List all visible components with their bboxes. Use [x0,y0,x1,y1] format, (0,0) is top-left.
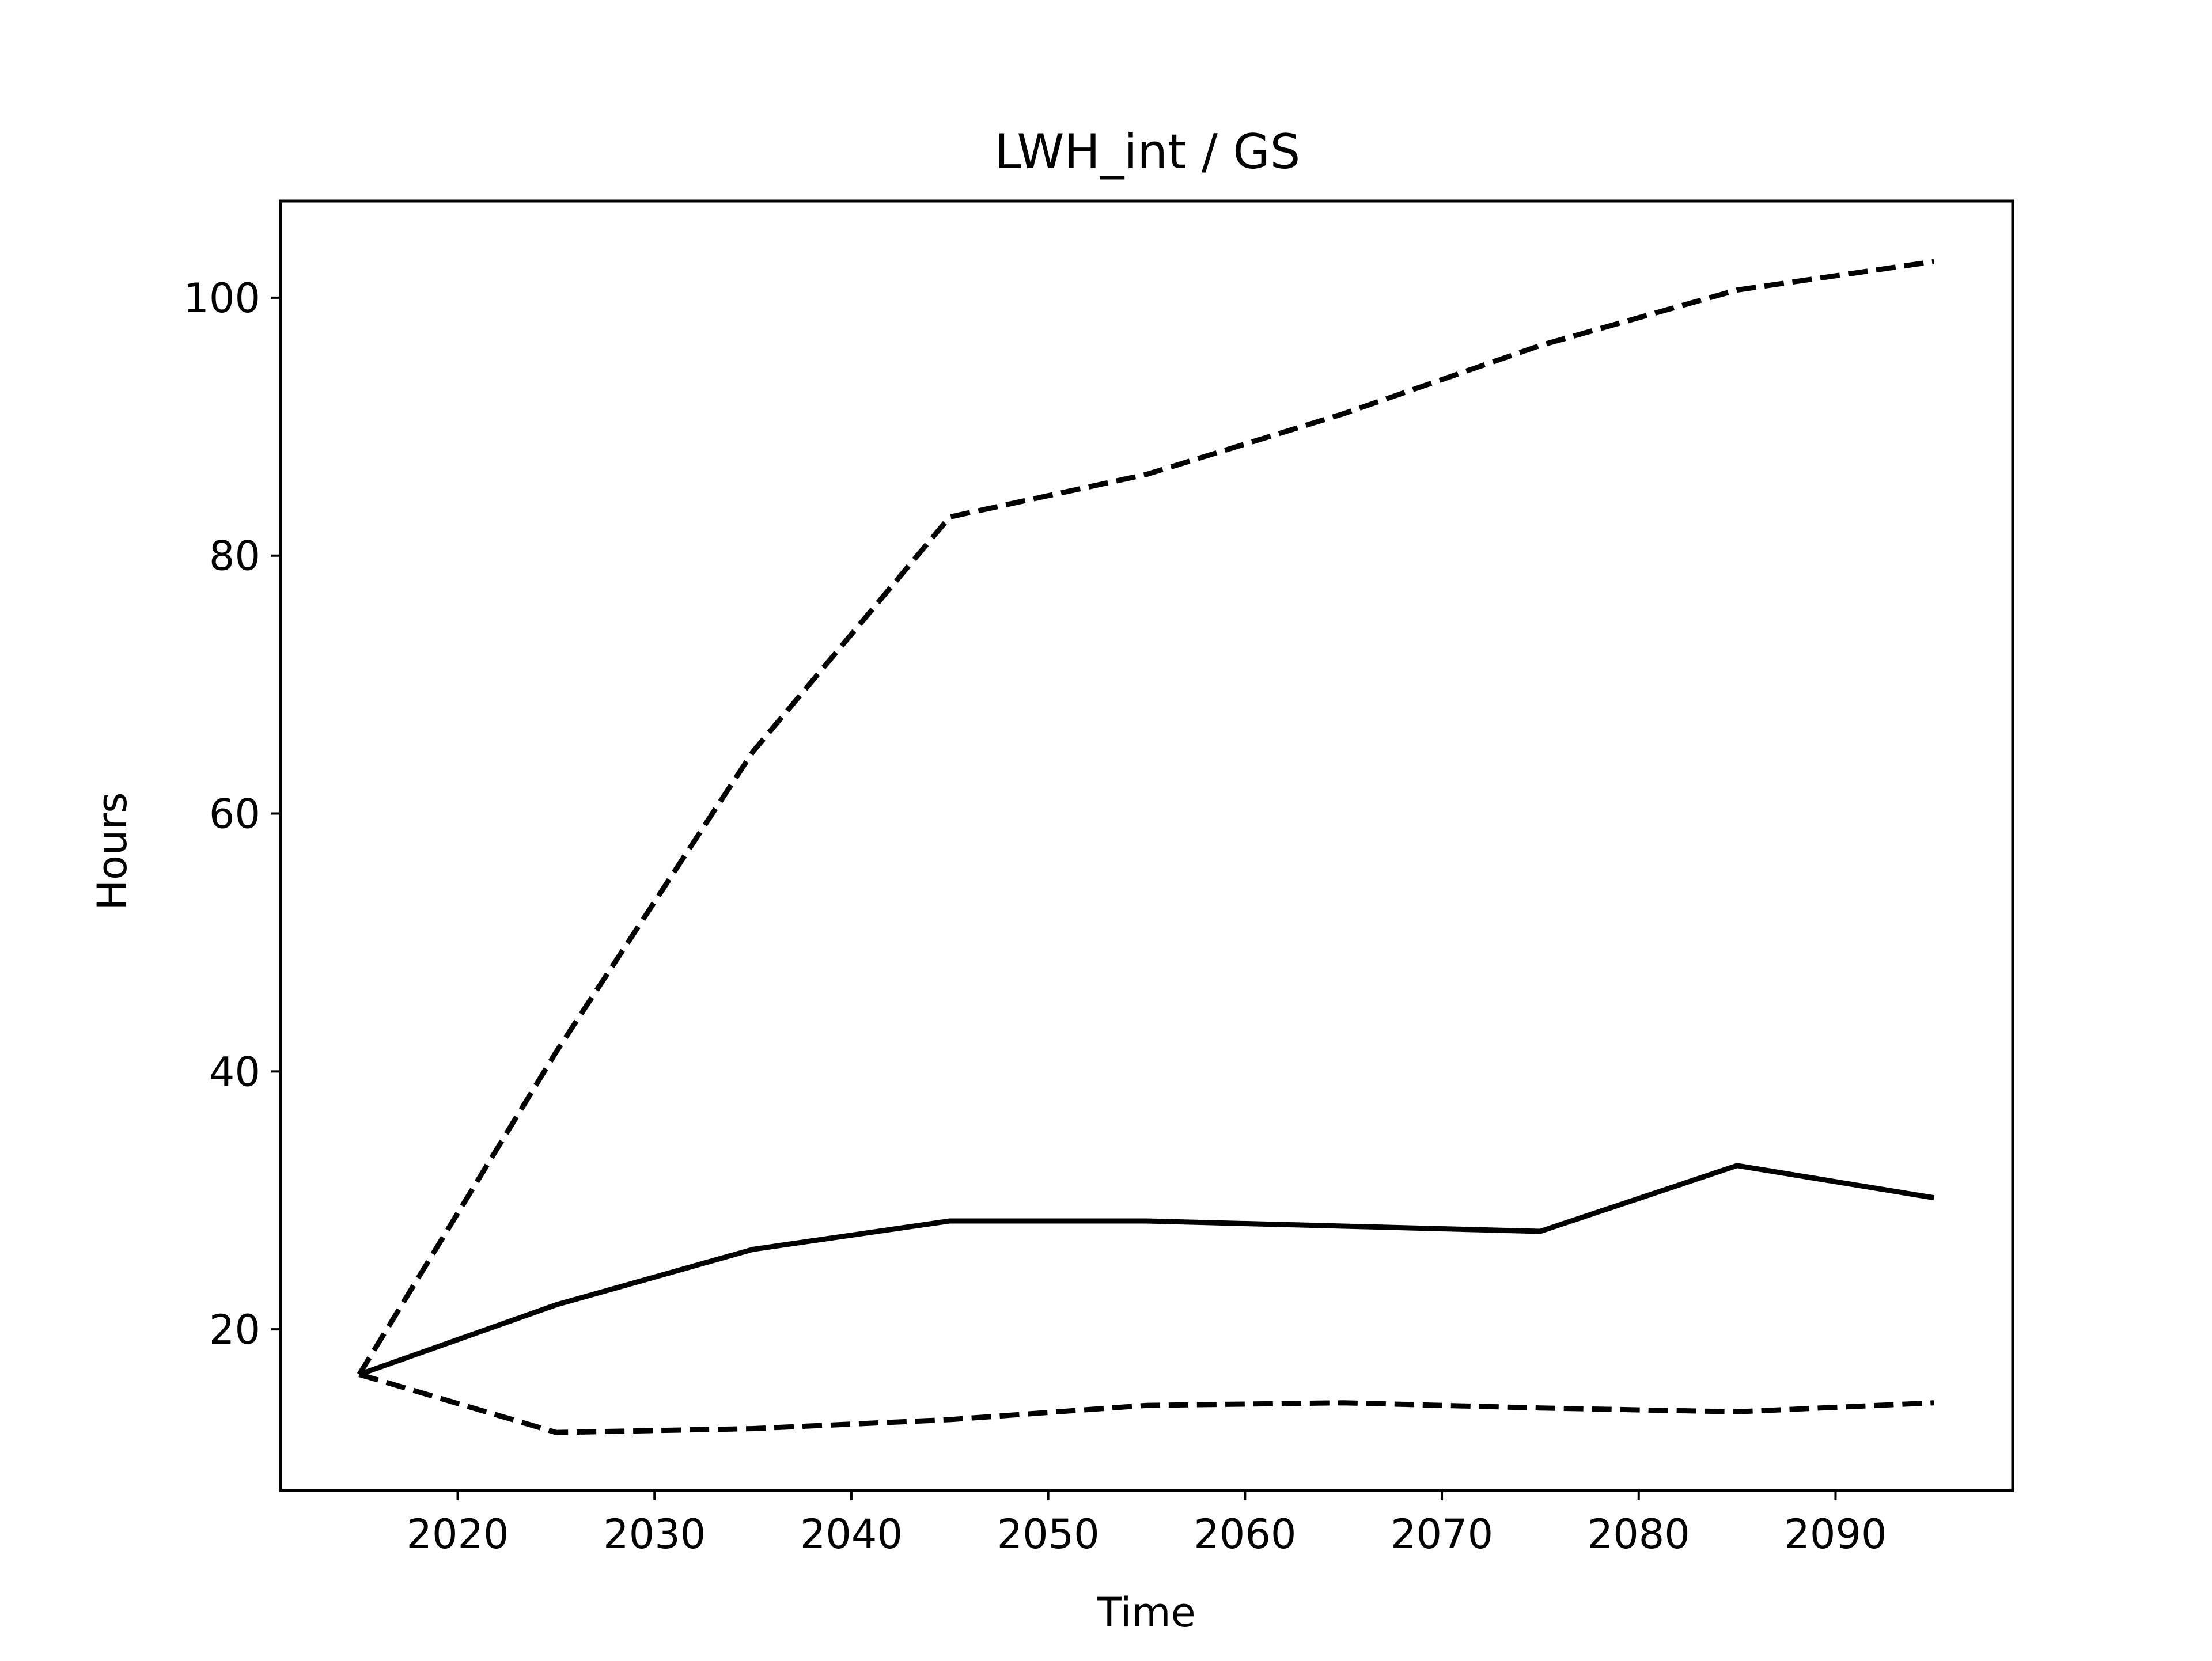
x-axis-label: Time [1096,1589,1195,1636]
x-tick-label: 2040 [800,1511,903,1558]
y-tick-label: 40 [209,1048,260,1095]
series-layer [357,259,1935,1435]
plot-frame [279,199,2014,1492]
y-tick-label: 60 [209,791,260,838]
series-line-2 [357,259,1934,1376]
series-line-1 [358,1163,1935,1377]
y-axis-label: Hours [89,792,136,910]
y-tick-label: 80 [209,533,260,580]
x-tick-label: 2020 [406,1511,509,1558]
x-axis: 2020 2030 2040 2050 2060 2070 2080 2090 [406,1491,1887,1558]
x-tick-label: 2050 [997,1511,1100,1558]
y-tick-label: 100 [183,275,260,322]
x-tick-label: 2070 [1391,1511,1493,1558]
x-tick-label: 2080 [1588,1511,1690,1558]
chart-title: LWH_int / GS [995,124,1301,180]
y-tick-label: 20 [209,1306,260,1353]
series-line-3 [358,1372,1934,1435]
x-tick-label: 2030 [603,1511,706,1558]
x-tick-label: 2090 [1784,1511,1887,1558]
x-tick-label: 2060 [1194,1511,1296,1558]
y-axis: 20 40 60 80 100 [183,275,281,1353]
